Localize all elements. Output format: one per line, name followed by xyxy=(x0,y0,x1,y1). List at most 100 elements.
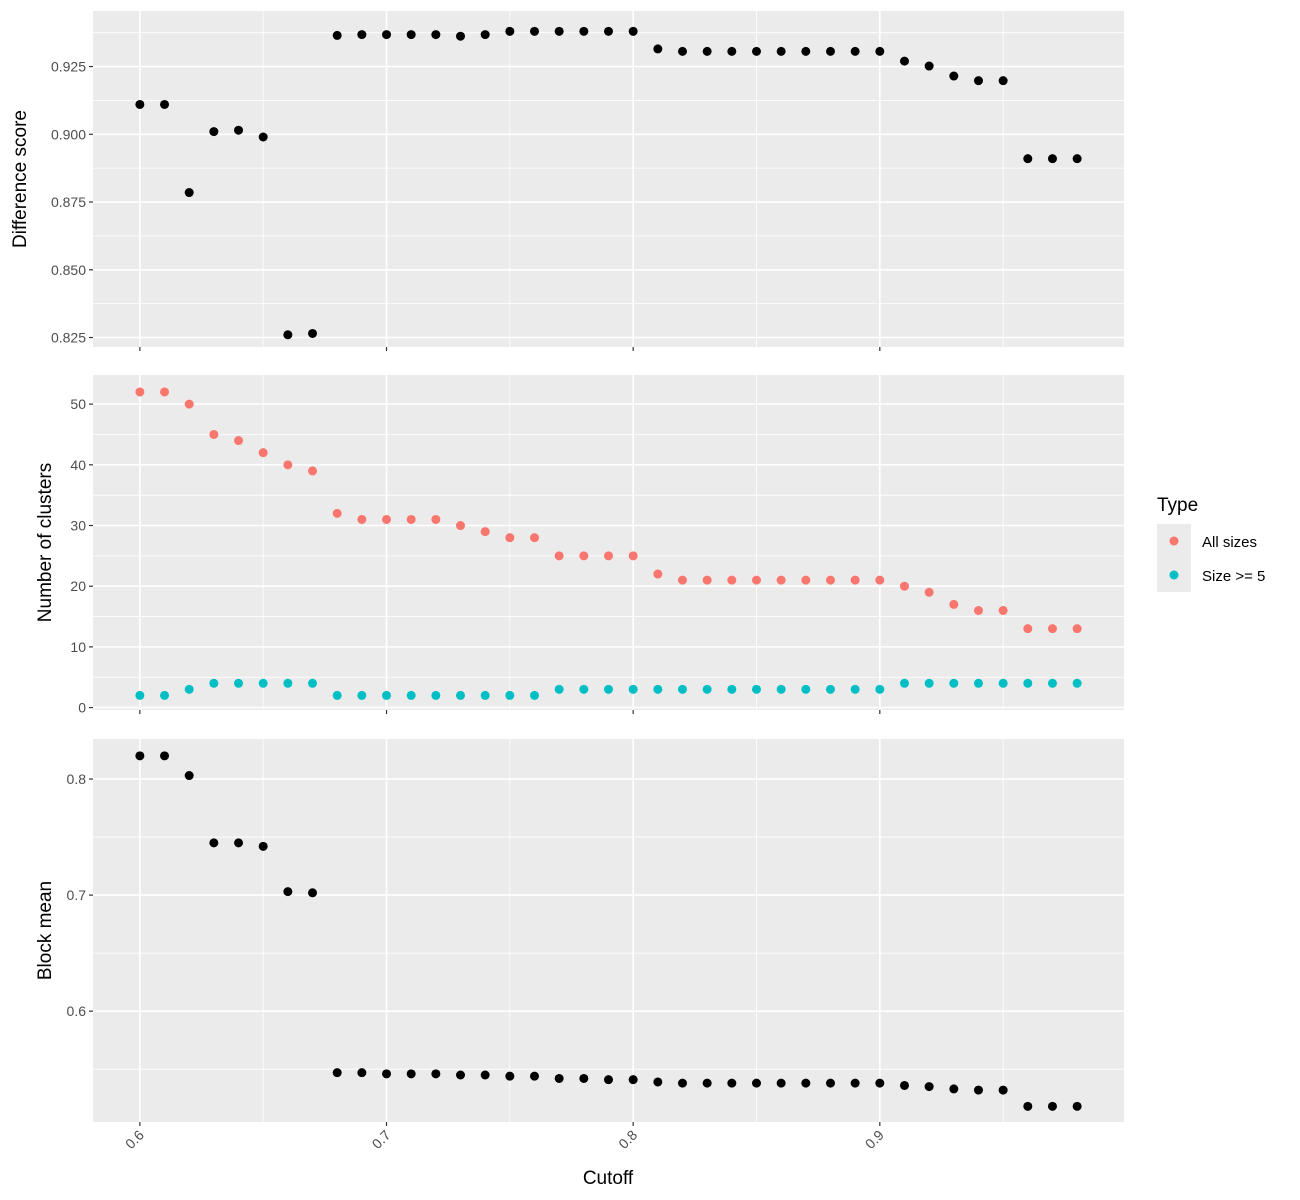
data-point xyxy=(308,888,318,898)
data-point xyxy=(382,514,392,524)
data-point xyxy=(480,527,490,537)
data-point xyxy=(1023,1101,1033,1111)
data-point xyxy=(283,678,293,688)
data-point xyxy=(258,448,268,458)
data-point xyxy=(258,132,268,142)
data-point xyxy=(135,99,145,109)
data-point xyxy=(628,684,638,694)
panel-1: 0.825 0.850 0.875 0.900 0.925 Difference scor… xyxy=(10,11,1124,351)
data-point xyxy=(554,551,564,561)
data-point xyxy=(234,838,244,848)
data-point xyxy=(1072,154,1082,164)
data-point xyxy=(825,575,835,585)
data-point xyxy=(751,46,761,56)
data-point xyxy=(332,30,342,40)
data-point xyxy=(604,26,613,36)
data-point xyxy=(875,1078,885,1088)
data-point xyxy=(1047,624,1057,634)
y-axis-title: Difference score xyxy=(10,110,31,248)
data-point xyxy=(899,1080,909,1090)
data-point xyxy=(727,575,737,585)
data-point xyxy=(727,46,737,56)
data-point xyxy=(480,1070,490,1080)
data-point xyxy=(184,188,194,198)
data-point xyxy=(973,1085,983,1095)
data-point xyxy=(628,1075,638,1085)
data-point xyxy=(1023,154,1033,164)
y-axis-title: Number of clusters xyxy=(35,463,56,622)
data-point xyxy=(899,581,909,591)
data-point xyxy=(406,30,416,40)
data-point xyxy=(308,678,318,688)
data-point xyxy=(554,1073,564,1083)
data-point xyxy=(727,684,737,694)
data-point xyxy=(530,26,540,36)
data-point xyxy=(973,678,983,688)
data-point xyxy=(702,575,712,585)
series-2-1 xyxy=(135,387,1082,634)
y-tick-label: 0.7 xyxy=(67,887,87,903)
data-point xyxy=(850,1078,860,1088)
data-point xyxy=(998,1085,1008,1095)
series-1-1 xyxy=(135,26,1082,340)
y-tick-label: 0 xyxy=(78,700,86,716)
data-point xyxy=(751,684,761,694)
data-point xyxy=(184,684,194,694)
data-point xyxy=(234,678,244,688)
data-point xyxy=(456,1070,466,1080)
data-point xyxy=(160,751,170,761)
data-point xyxy=(949,599,959,609)
data-point xyxy=(431,1069,441,1079)
data-point xyxy=(801,684,811,694)
data-point xyxy=(530,533,540,543)
data-point xyxy=(776,575,786,585)
data-point xyxy=(702,46,712,56)
data-point xyxy=(135,751,145,761)
data-point xyxy=(160,387,170,397)
data-point xyxy=(505,533,515,543)
data-point xyxy=(382,690,392,700)
data-point xyxy=(209,127,219,137)
y-axis-title: Block mean xyxy=(35,881,56,980)
data-point xyxy=(677,46,687,56)
x-axis: 0.6 0.7 0.8 0.9 xyxy=(122,1127,887,1152)
series-2-2 xyxy=(135,678,1082,700)
data-point xyxy=(1047,154,1057,164)
data-point xyxy=(751,1078,761,1088)
data-point xyxy=(135,387,145,397)
data-point xyxy=(357,690,367,700)
data-point xyxy=(973,605,983,615)
data-point xyxy=(653,44,663,54)
data-point xyxy=(456,521,466,531)
data-point xyxy=(283,887,293,897)
data-point xyxy=(850,684,860,694)
data-point xyxy=(1072,678,1082,688)
series-3-1 xyxy=(135,751,1082,1111)
y-tick-label: 0.6 xyxy=(67,1003,87,1019)
data-point xyxy=(160,690,170,700)
data-point xyxy=(456,31,466,41)
data-point xyxy=(973,76,983,86)
data-point xyxy=(332,690,342,700)
y-tick-label: 40 xyxy=(70,457,86,473)
data-point xyxy=(135,690,145,700)
data-point xyxy=(604,551,613,561)
data-point xyxy=(653,569,663,579)
data-point xyxy=(677,1078,687,1088)
data-point xyxy=(1023,624,1033,634)
y-tick-label: 50 xyxy=(70,396,86,412)
data-point xyxy=(604,684,613,694)
data-point xyxy=(406,1069,416,1079)
data-point xyxy=(776,684,786,694)
data-point xyxy=(505,690,515,700)
legend-key-size-5 xyxy=(1169,570,1179,580)
panel-background xyxy=(93,375,1124,710)
legend: Type All sizes Size >= 5 xyxy=(1157,495,1265,592)
data-point xyxy=(579,684,589,694)
data-point xyxy=(308,328,318,338)
data-point xyxy=(332,508,342,518)
panel-background xyxy=(93,739,1124,1122)
data-point xyxy=(530,1071,540,1081)
